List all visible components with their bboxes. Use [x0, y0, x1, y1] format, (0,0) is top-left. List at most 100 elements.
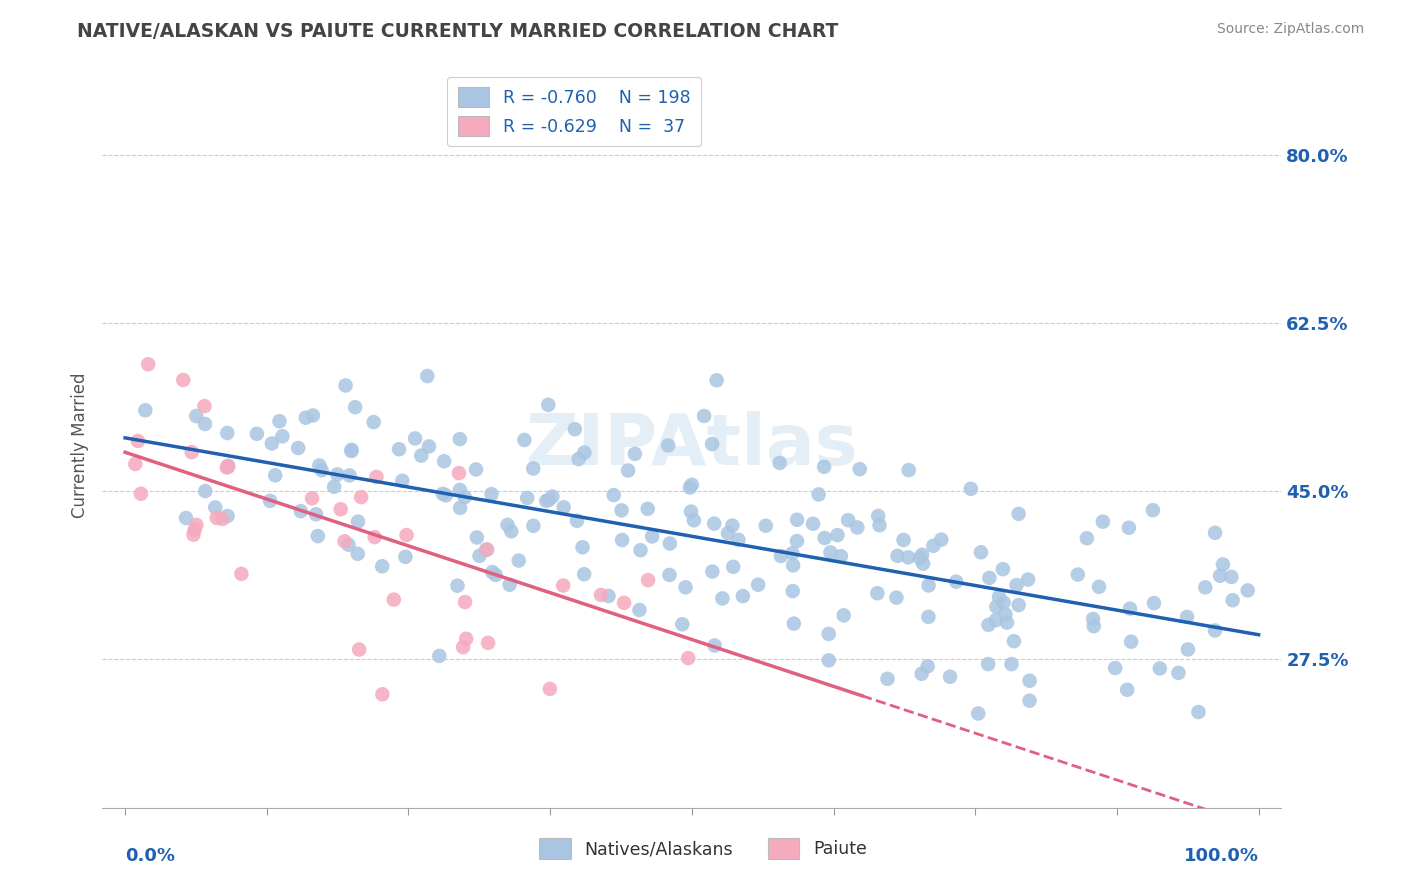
Point	[1187, 705, 1209, 719]
Point	[363, 415, 385, 429]
Point	[333, 534, 356, 549]
Legend: Natives/Alaskans, Paiute: Natives/Alaskans, Paiute	[533, 831, 873, 865]
Point	[468, 549, 491, 563]
Point	[683, 513, 706, 527]
Point	[477, 636, 499, 650]
Point	[1212, 558, 1234, 572]
Point	[522, 461, 544, 475]
Point	[706, 373, 728, 387]
Point	[193, 399, 215, 413]
Point	[747, 577, 769, 591]
Point	[827, 528, 849, 542]
Point	[679, 505, 702, 519]
Point	[782, 584, 804, 599]
Point	[553, 578, 575, 592]
Point	[782, 558, 804, 573]
Point	[1008, 598, 1031, 612]
Point	[610, 503, 633, 517]
Point	[917, 659, 939, 673]
Point	[465, 530, 488, 544]
Point	[702, 565, 724, 579]
Point	[572, 567, 595, 582]
Point	[536, 493, 558, 508]
Point	[1018, 693, 1040, 707]
Point	[1220, 570, 1243, 584]
Point	[346, 547, 368, 561]
Point	[404, 432, 426, 446]
Point	[1204, 525, 1226, 540]
Point	[522, 518, 544, 533]
Legend: R = -0.760    N = 198, R = -0.629    N =  37: R = -0.760 N = 198, R = -0.629 N = 37	[447, 77, 700, 146]
Point	[837, 513, 859, 527]
Point	[183, 527, 205, 541]
Point	[1002, 634, 1025, 648]
Point	[449, 432, 471, 446]
Point	[679, 480, 702, 494]
Point	[269, 414, 291, 428]
Point	[1018, 673, 1040, 688]
Text: 100.0%: 100.0%	[1184, 847, 1258, 864]
Point	[1194, 580, 1216, 594]
Point	[485, 568, 508, 582]
Point	[832, 608, 855, 623]
Point	[637, 501, 659, 516]
Point	[290, 504, 312, 518]
Point	[571, 541, 593, 555]
Point	[456, 632, 478, 646]
Point	[628, 603, 651, 617]
Point	[939, 670, 962, 684]
Point	[1121, 634, 1143, 648]
Point	[339, 468, 361, 483]
Point	[323, 480, 346, 494]
Point	[449, 500, 471, 515]
Point	[721, 518, 744, 533]
Point	[658, 536, 681, 550]
Point	[516, 491, 538, 505]
Point	[553, 500, 575, 515]
Text: 0.0%: 0.0%	[125, 847, 176, 864]
Point	[186, 409, 208, 423]
Point	[371, 559, 394, 574]
Point	[624, 447, 647, 461]
Point	[129, 487, 152, 501]
Point	[1005, 578, 1028, 592]
Point	[307, 529, 329, 543]
Point	[481, 487, 503, 501]
Point	[335, 378, 357, 392]
Point	[945, 574, 967, 589]
Point	[786, 513, 808, 527]
Point	[340, 444, 363, 458]
Point	[721, 559, 744, 574]
Point	[411, 449, 433, 463]
Point	[703, 516, 725, 531]
Point	[180, 445, 202, 459]
Point	[1083, 619, 1105, 633]
Point	[308, 458, 330, 473]
Point	[613, 596, 636, 610]
Point	[217, 508, 239, 523]
Point	[657, 438, 679, 452]
Point	[217, 459, 239, 474]
Point	[984, 613, 1007, 627]
Point	[574, 445, 596, 459]
Point	[363, 530, 385, 544]
Point	[617, 463, 640, 477]
Point	[329, 502, 352, 516]
Point	[769, 456, 792, 470]
Point	[1143, 596, 1166, 610]
Point	[366, 470, 388, 484]
Point	[995, 615, 1018, 630]
Point	[993, 595, 1015, 609]
Point	[433, 454, 456, 468]
Text: NATIVE/ALASKAN VS PAIUTE CURRENTLY MARRIED CORRELATION CHART: NATIVE/ALASKAN VS PAIUTE CURRENTLY MARRI…	[77, 22, 839, 41]
Point	[513, 433, 536, 447]
Point	[337, 538, 360, 552]
Point	[127, 434, 149, 448]
Point	[1000, 657, 1022, 672]
Point	[1175, 610, 1198, 624]
Point	[427, 648, 450, 663]
Point	[912, 557, 935, 571]
Point	[446, 579, 468, 593]
Point	[782, 546, 804, 560]
Point	[454, 490, 477, 504]
